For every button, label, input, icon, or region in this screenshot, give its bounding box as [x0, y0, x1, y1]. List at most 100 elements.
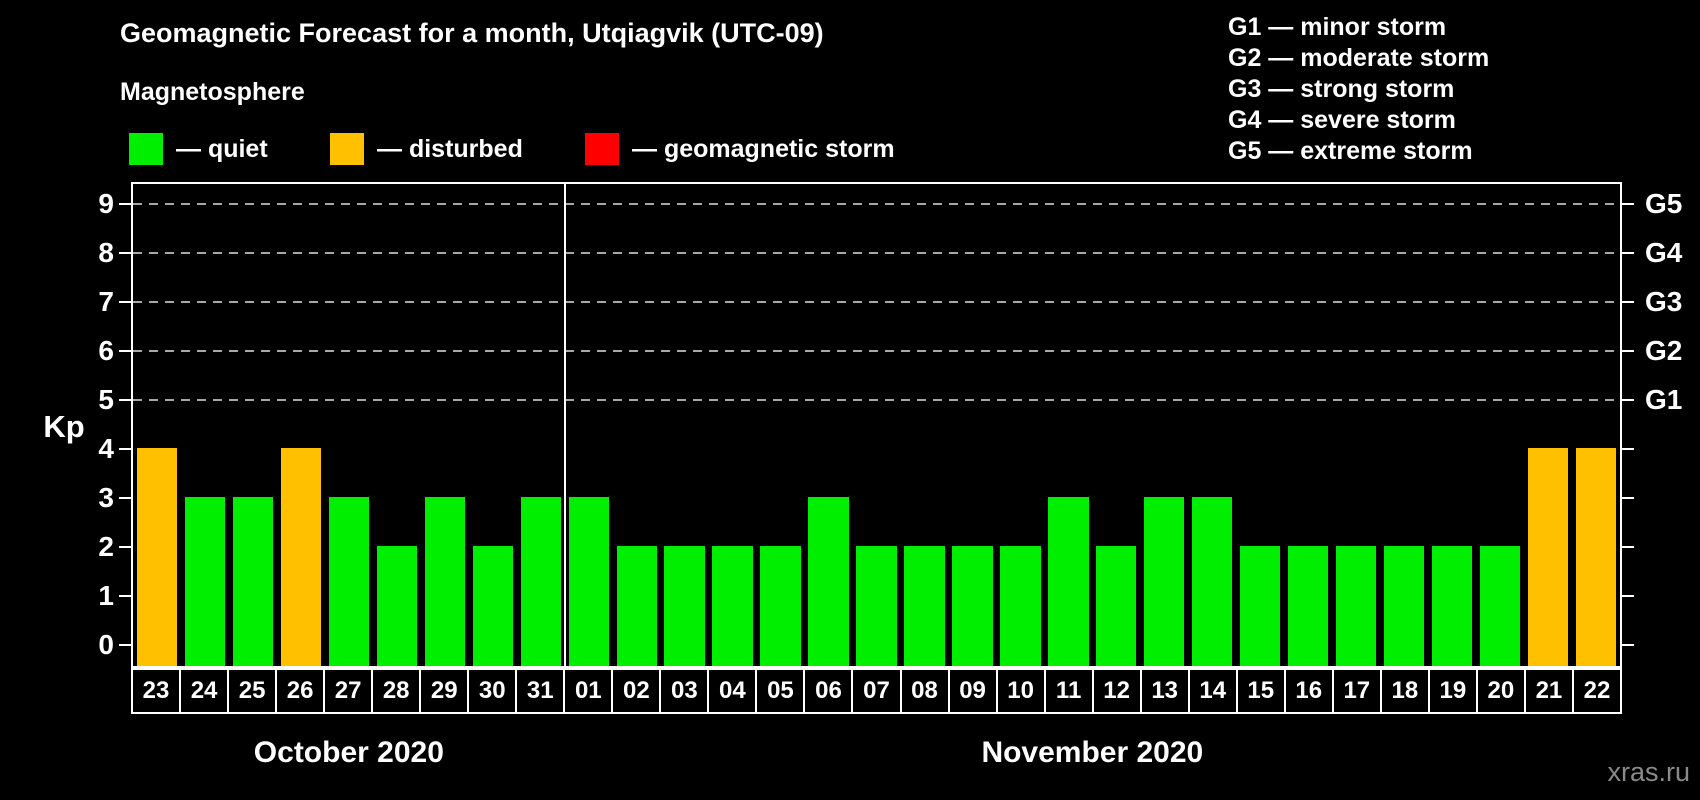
date-cell-24: 24 [181, 670, 230, 712]
kp-gridline-6 [133, 350, 1620, 352]
legend-heading: Magnetosphere [120, 78, 305, 106]
kp-axis-tick-left-1 [119, 595, 131, 597]
date-label: 29 [430, 677, 458, 704]
kp-axis-tick-right-8 [1622, 252, 1634, 254]
kp-tick-label-6: 6 [98, 335, 114, 366]
chart-title: Geomagnetic Forecast for a month, Utqiag… [120, 18, 824, 48]
date-cell-23: 23 [133, 670, 182, 712]
g-scale-label-G3: G3 [1645, 286, 1683, 317]
date-cell-12: 12 [1094, 670, 1142, 712]
kp-tick-label-7: 7 [98, 286, 114, 317]
g1-legend-line: G1 — minor storm [1228, 13, 1447, 41]
storm-color-swatch-icon [585, 133, 619, 165]
date-label: 24 [190, 677, 218, 704]
date-cell-14: 14 [1190, 670, 1238, 712]
kp-bar-17 [1336, 546, 1377, 666]
date-label: 19 [1439, 677, 1467, 704]
kp-bar-21 [1527, 448, 1569, 666]
kp-axis-tick-left-0 [119, 644, 131, 646]
date-cell-05: 05 [757, 670, 806, 712]
kp-bar-19 [1431, 546, 1473, 666]
kp-tick-label-3: 3 [98, 482, 114, 513]
kp-bar-28 [376, 546, 417, 666]
chart-plot-area [131, 182, 1622, 668]
kp-tick-label-5: 5 [98, 384, 114, 415]
kp-axis-tick-right-7 [1622, 301, 1634, 303]
month-label-november: November 2020 [981, 736, 1204, 769]
kp-bar-13 [1144, 497, 1185, 666]
date-label: 23 [142, 677, 170, 704]
kp-bar-02 [616, 546, 657, 666]
kp-axis-tick-right-9 [1622, 203, 1634, 205]
date-cell-01: 01 [565, 670, 614, 712]
date-label: 12 [1103, 677, 1130, 704]
date-cell-22: 22 [1574, 670, 1620, 712]
kp-axis-tick-left-7 [119, 301, 131, 303]
kp-axis-tick-left-4 [119, 448, 131, 450]
date-label: 22 [1583, 677, 1611, 704]
date-cell-31: 31 [517, 670, 566, 712]
date-cell-20: 20 [1478, 670, 1526, 712]
date-label: 05 [767, 677, 794, 704]
quiet-color-swatch-icon [129, 133, 163, 165]
g-scale-label-G1: G1 [1645, 384, 1683, 415]
g3-legend-line: G3 — strong storm [1228, 75, 1455, 103]
date-label: 17 [1343, 677, 1371, 704]
date-cell-29: 29 [421, 670, 470, 712]
date-cell-07: 07 [853, 670, 902, 712]
kp-axis-tick-right-1 [1622, 595, 1634, 597]
date-cell-25: 25 [229, 670, 278, 712]
g-scale-label-G2: G2 [1645, 335, 1683, 366]
kp-tick-label-2: 2 [98, 531, 114, 562]
date-axis-row: 23 24 25 26 27 28 29 30 31 01 02 03 04 05 06 07 08 09 10 11… [131, 668, 1622, 714]
plot-inner [133, 184, 1620, 666]
kp-axis-tick-left-3 [119, 497, 131, 499]
kp-axis-tick-right-3 [1622, 497, 1634, 499]
kp-bar-20 [1479, 546, 1521, 666]
legend-item-storm: — geomagnetic storm [585, 132, 895, 166]
date-label: 28 [382, 677, 410, 704]
kp-axis-tick-left-6 [119, 350, 131, 352]
date-cell-30: 30 [469, 670, 518, 712]
date-label: 18 [1391, 677, 1419, 704]
date-label: 11 [1055, 677, 1082, 704]
date-label: 14 [1199, 677, 1227, 704]
kp-bar-16 [1288, 546, 1329, 666]
kp-bar-03 [664, 546, 705, 666]
kp-axis-tick-left-5 [119, 399, 131, 401]
kp-axis-tick-right-6 [1622, 350, 1634, 352]
date-label: 13 [1151, 677, 1179, 704]
kp-axis-tick-right-0 [1622, 644, 1634, 646]
kp-bar-24 [184, 497, 226, 666]
kp-bar-01 [568, 497, 609, 666]
kp-gridline-7 [133, 301, 1620, 303]
date-label: 07 [863, 677, 890, 704]
month-separator [563, 184, 566, 666]
legend-label-storm: — geomagnetic storm [632, 134, 895, 163]
legend-item-quiet: — quiet [129, 132, 268, 166]
date-label: 21 [1535, 677, 1563, 704]
date-cell-04: 04 [709, 670, 758, 712]
date-label: 30 [478, 677, 506, 704]
kp-bar-23 [136, 448, 178, 666]
date-label: 04 [719, 677, 746, 704]
g5-legend-line: G5 — extreme storm [1228, 137, 1473, 165]
date-label: 02 [622, 677, 650, 704]
kp-tick-label-4: 4 [98, 433, 114, 464]
kp-bar-29 [424, 497, 465, 666]
watermark-xras: xras.ru [1607, 757, 1690, 787]
date-cell-26: 26 [277, 670, 326, 712]
g-scale-legend: G1 — minor storm G2 — moderate storm G3 … [1228, 12, 1489, 167]
kp-bar-22 [1575, 448, 1617, 666]
kp-gridline-8 [133, 252, 1620, 254]
kp-bar-04 [712, 546, 753, 666]
kp-bar-11 [1048, 497, 1089, 666]
kp-tick-label-0: 0 [98, 629, 114, 660]
date-cell-02: 02 [613, 670, 662, 712]
kp-tick-label-8: 8 [98, 237, 114, 268]
date-label: 16 [1295, 677, 1323, 704]
month-label-october: October 2020 [253, 736, 444, 769]
date-cell-17: 17 [1334, 670, 1382, 712]
date-cell-27: 27 [325, 670, 374, 712]
